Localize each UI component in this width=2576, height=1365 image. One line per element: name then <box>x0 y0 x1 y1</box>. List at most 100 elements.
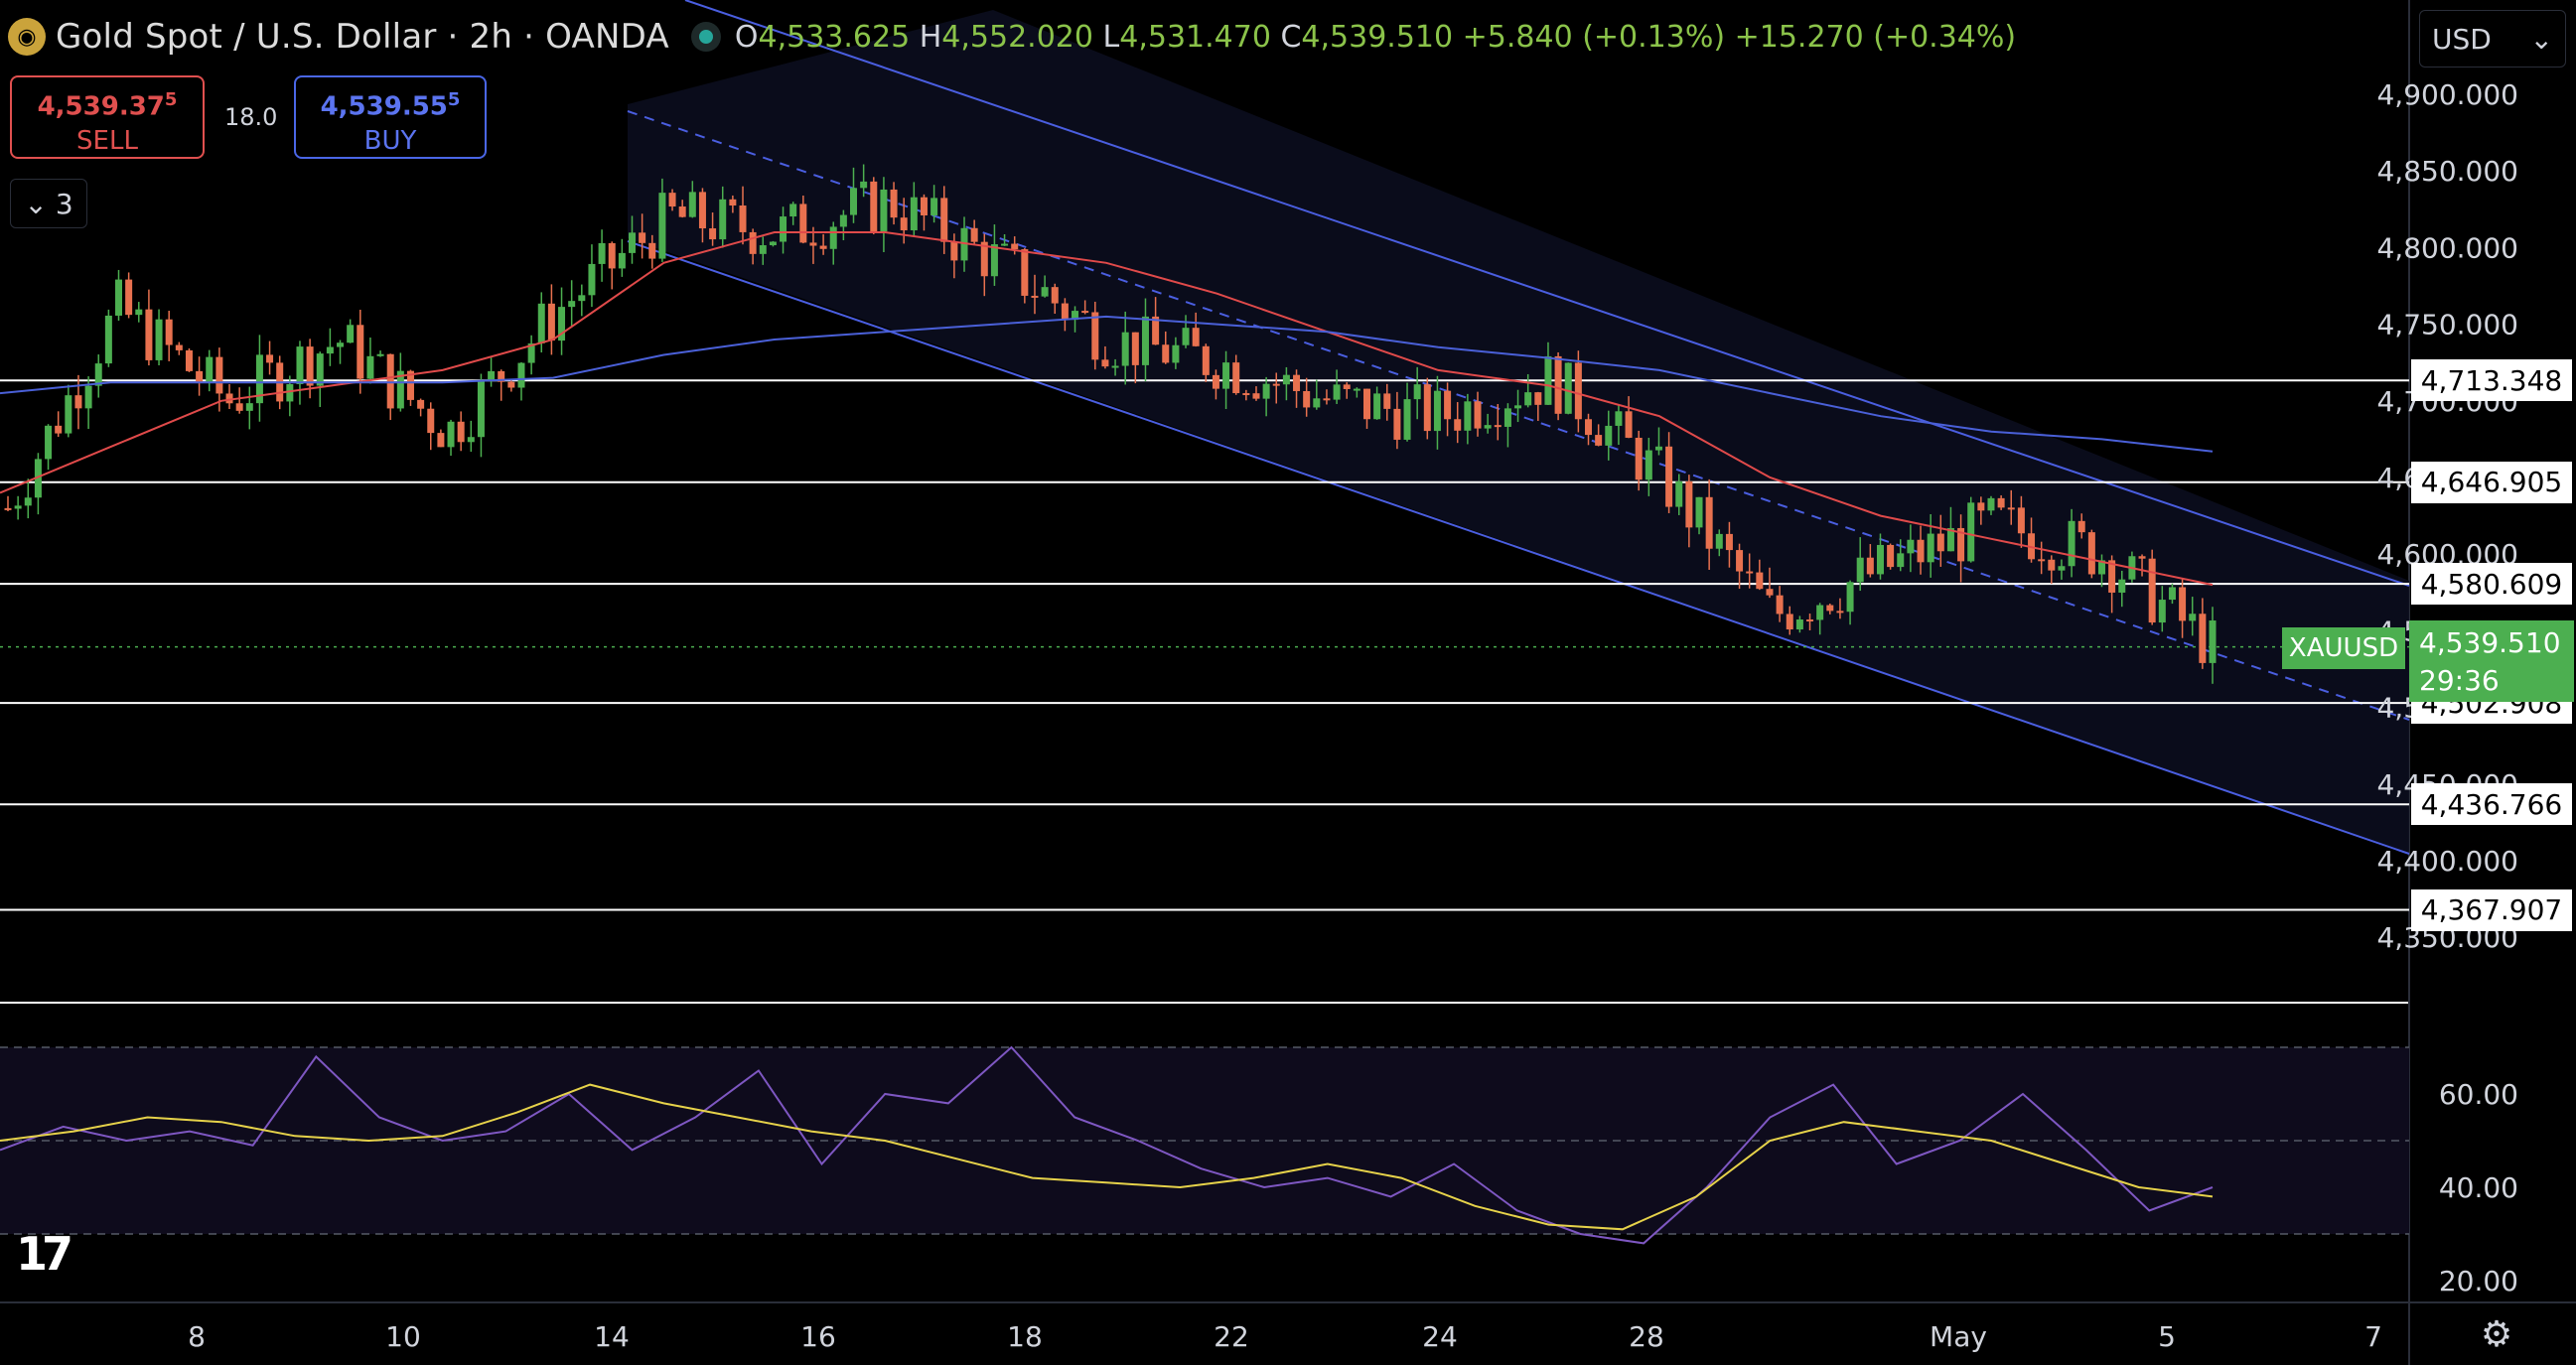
low-label: L <box>1102 19 1120 55</box>
candle-body <box>860 181 868 189</box>
candle-body <box>1484 425 1492 429</box>
candle-body <box>1544 355 1552 405</box>
candle-body <box>1282 374 1290 385</box>
rsi-line <box>0 1045 2214 1245</box>
candle-body <box>1212 374 1219 389</box>
high-value: 4,552.020 <box>941 19 1093 55</box>
candle-body <box>1111 365 1119 368</box>
low-value: 4,531.470 <box>1119 19 1271 55</box>
candle-body <box>1887 544 1895 568</box>
candle-body <box>1162 344 1170 363</box>
candle-body <box>1041 287 1049 297</box>
price-axis-tick: 4,800.000 <box>2376 231 2518 264</box>
candle-body <box>1433 390 1441 432</box>
high-label: H <box>919 19 942 55</box>
time-axis-label: 5 <box>2158 1320 2176 1353</box>
buy-label: BUY <box>363 125 417 156</box>
candle-body <box>215 356 223 394</box>
candle-body <box>326 346 334 354</box>
candle-body <box>1152 316 1160 345</box>
candle-body <box>1262 383 1270 399</box>
candle-body <box>245 403 253 411</box>
candle-body <box>1746 571 1754 574</box>
candle-body <box>1021 249 1029 296</box>
horizontal-level-tag: 4,713.348 <box>2411 359 2572 402</box>
buy-price-pip: 5 <box>447 89 461 110</box>
regression-channel-fill <box>628 10 2409 854</box>
open-label: O <box>734 19 759 55</box>
candle-body <box>1494 425 1502 428</box>
candle-body <box>115 279 123 316</box>
candle-body <box>1474 401 1482 429</box>
symbol-title[interactable]: Gold Spot / U.S. Dollar · 2h · OANDA <box>56 17 669 57</box>
candle-body <box>175 344 183 350</box>
candle-body <box>1977 502 1985 511</box>
price-axis-tick: 4,750.000 <box>2376 309 2518 341</box>
candle-body <box>1121 332 1129 366</box>
spread-value: 18.0 <box>224 103 278 131</box>
candle-body <box>1715 533 1723 549</box>
candle-body <box>970 227 978 242</box>
sell-price-pip: 5 <box>164 89 178 110</box>
indicators-collapse-button[interactable]: ⌄ 3 <box>10 179 87 228</box>
currency-select[interactable]: USD ⌄ <box>2419 10 2566 68</box>
candle-body <box>266 354 274 363</box>
candle-body <box>1897 553 1905 568</box>
fast-ma-line <box>0 231 2214 587</box>
tradingview-logo-icon[interactable]: 17 <box>16 1227 73 1281</box>
candle-body <box>1786 614 1793 630</box>
horizontal-level-tag: 4,646.905 <box>2411 461 2572 503</box>
candle-body <box>1061 303 1069 321</box>
candle-body <box>880 189 888 232</box>
candle-body <box>940 198 948 242</box>
buy-button[interactable]: 4,539.555 BUY <box>294 75 487 159</box>
candle-body <box>719 199 727 240</box>
candle-body <box>1252 393 1260 399</box>
candle-body <box>698 192 706 229</box>
candle-body <box>749 231 757 254</box>
time-axis-label: 18 <box>1007 1320 1043 1353</box>
candle-body <box>2118 579 2126 593</box>
candle-body <box>2179 587 2187 621</box>
candle-body <box>890 189 898 218</box>
candle-body <box>1131 332 1139 365</box>
candle-body <box>347 325 355 343</box>
candle-body <box>2158 600 2166 623</box>
current-price: 4,539.510 <box>2419 626 2561 659</box>
candle-body <box>1615 411 1623 426</box>
candle-body <box>366 355 374 379</box>
candle-body <box>2048 559 2056 571</box>
candle-body <box>55 425 63 434</box>
candle-body <box>286 383 294 402</box>
candle-body <box>1997 497 2005 508</box>
candle-body <box>1333 384 1341 400</box>
candle-body <box>1514 405 1522 409</box>
candle-body <box>1072 311 1079 321</box>
candle-body <box>709 228 717 240</box>
candle-body <box>225 393 233 404</box>
sell-button[interactable]: 4,539.375 SELL <box>10 75 205 159</box>
candle-body <box>1675 480 1683 507</box>
change-value: +5.840 (+0.13%) <box>1462 19 1726 55</box>
rsi-axis-tick: 60.00 <box>2439 1078 2518 1111</box>
chart-header: ◉ Gold Spot / U.S. Dollar · 2h · OANDA O… <box>8 10 2016 64</box>
candle-body <box>1383 393 1391 409</box>
gold-symbol-logo-icon: ◉ <box>8 18 46 56</box>
candle-body <box>850 188 858 215</box>
candle-body <box>1936 533 1944 552</box>
rsi-ma-line <box>0 1083 2214 1231</box>
candle-body <box>337 342 345 347</box>
candle-body <box>1927 533 1934 563</box>
candle-body <box>357 325 364 379</box>
candle-body <box>1654 446 1662 451</box>
candle-body <box>1011 243 1019 250</box>
candle-body <box>1313 398 1321 408</box>
candle-body <box>417 399 425 409</box>
gear-icon[interactable]: ⚙ <box>2480 1313 2513 1355</box>
candle-body <box>658 193 666 259</box>
candle-body <box>1444 390 1452 420</box>
candle-body <box>206 356 214 382</box>
price-axis-tick: 4,850.000 <box>2376 155 2518 188</box>
candle-body <box>406 370 414 400</box>
